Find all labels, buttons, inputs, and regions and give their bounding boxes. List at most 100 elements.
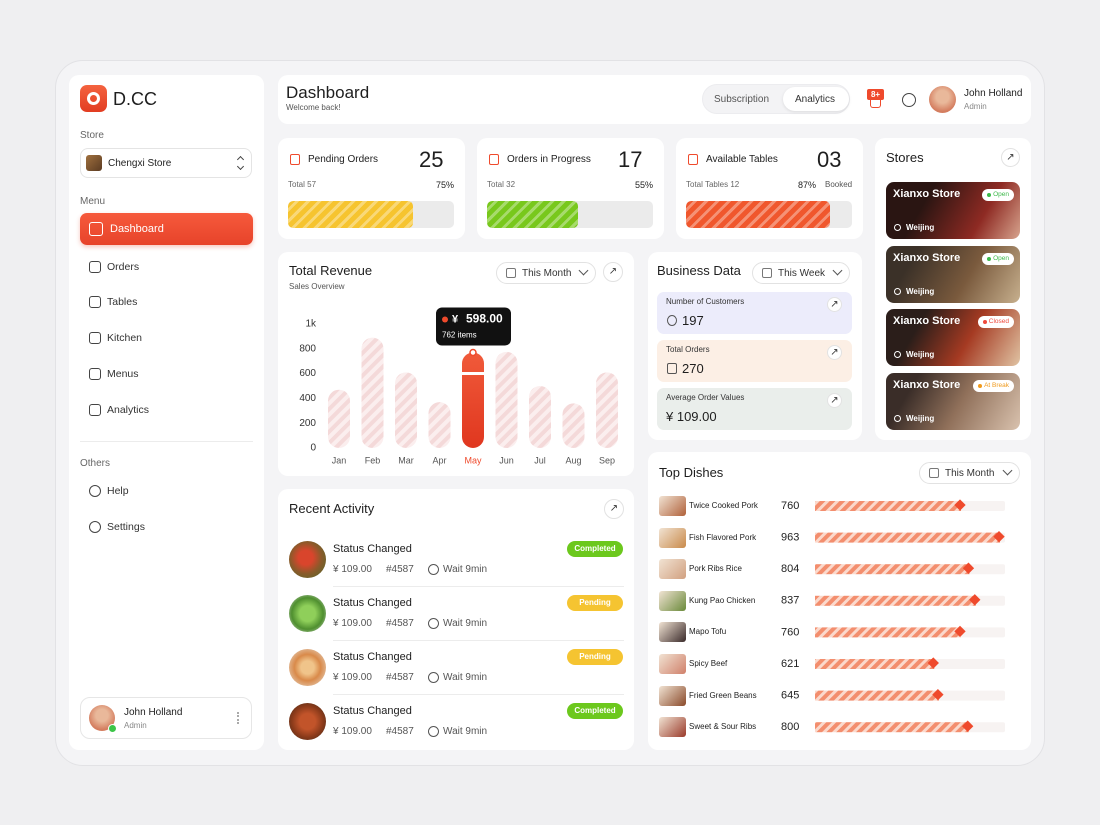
bell-body [870,100,881,108]
store-select[interactable]: Chengxi Store [80,148,252,178]
other-label[interactable]: Settings [107,521,145,533]
menu-label[interactable]: Orders [107,261,140,273]
dish-name: Spicy Beef [689,659,728,668]
menu-icon [89,296,101,308]
dish-thumb [659,685,686,706]
arrow-button[interactable]: ↗ [827,297,842,312]
calendar-icon [762,268,772,278]
period-select[interactable]: This Month [496,262,596,284]
menu-label[interactable]: Analytics [107,404,150,416]
page-title: Dashboard [286,83,370,102]
dish-name: Fried Green Beans [689,690,757,700]
other-label[interactable]: Help [107,485,129,497]
arrow-button[interactable]: ↗ [603,262,623,282]
menu-label[interactable]: Tables [107,296,138,308]
activity-title: Status Changed [333,543,412,555]
tab-active[interactable]: Analytics [783,87,849,111]
tab: Analytics [795,94,836,105]
avatar [929,86,956,113]
menu-label: Dashboard [110,223,164,235]
menu-label[interactable]: Menus [107,368,139,380]
menu-label[interactable]: Kitchen [107,332,143,344]
activity-title: Status Changed [333,651,412,663]
store-tile[interactable]: Xianxo Store Open Weijing [886,245,1020,303]
business-value: 197 [682,313,704,328]
menu-item-active[interactable]: Dashboard [80,213,253,245]
settings-icon[interactable] [902,93,916,107]
status-dot [978,383,983,388]
store-tile[interactable]: Xianxo Store Closed Weijing [886,309,1020,366]
stat-icon [688,154,698,165]
store-thumb [86,155,102,171]
dish-name: Twice Cooked Pork [689,501,758,510]
online-dot [108,724,117,733]
stat-label: Available Tables [706,154,778,165]
divider [333,640,624,641]
dish-name: Pork Ribs Rice [689,564,742,574]
activity-price: ¥ 109.00 [333,564,372,575]
business-label: Number of Customers [666,297,745,306]
business-item: Average Order Values ¥ 109.00 ↗ [657,388,852,430]
select-label: This Week [778,268,826,279]
activity-title: Status Changed [333,705,412,717]
brand: D.CC [113,89,157,109]
clock-icon [428,564,439,575]
store-tile[interactable]: Xianxo Store At Break Weijing [886,372,1020,430]
dish-thumb [659,559,686,580]
activity-price: ¥ 109.00 [333,726,372,737]
arrow-button[interactable]: ↗ [827,345,842,360]
arrow-button[interactable]: ↗ [827,393,842,408]
user-card: John Holland Admin [80,697,252,739]
progress-fill [288,201,413,228]
progress-fill [686,201,831,228]
section-label: Menu [80,196,106,207]
pin-icon [894,224,901,231]
dish-thumb [659,717,686,738]
dish-name: Kung Pao Chicken [689,595,756,605]
dish-thumb [659,654,686,674]
stat-card: Orders in Progress 17 Total 32 55% [477,138,664,239]
pin-icon [894,287,901,295]
card-title: Recent Activity [289,501,375,516]
clock-icon [428,672,439,683]
dish-name: Fish Flavored Pork [689,532,757,542]
arrow-button[interactable]: ↗ [604,499,624,519]
section-label: Others [80,458,111,469]
arrow-button[interactable]: ↗ [1001,148,1020,167]
store-tile[interactable]: Xianxo Store Open Weijing [886,182,1020,239]
chevron [1002,465,1013,476]
business-icon [667,363,677,374]
stat-card: Pending Orders 25 Total 57 75% [278,138,465,239]
stat-total: Total 32 [487,180,516,189]
tabs: Subscription Analytics [702,84,850,114]
dish-thumb [659,622,686,643]
header [278,75,1031,124]
card-title: Stores [886,150,924,165]
business-label: Total Orders [666,345,710,354]
dish-thumb [659,590,686,611]
store-location: Weijing [906,286,935,296]
period-select[interactable]: This Month [919,462,1020,484]
activity-wait: Wait 9min [443,618,488,629]
period-select[interactable]: This Week [752,262,850,284]
card-title: Business Data [657,263,741,278]
status-dot [987,193,992,197]
chevron [832,265,843,276]
pin-icon [894,414,901,422]
progress-track [686,201,852,228]
stat-note: Booked [825,180,853,189]
notification-bell[interactable]: 8+ [867,89,884,109]
tab[interactable]: Subscription [714,94,770,105]
status-pill: Completed [567,703,623,719]
divider [80,441,253,442]
status-pill: Pending [567,595,623,611]
other-icon [89,485,101,497]
chart-title: Total Revenue [289,263,373,278]
activity-wait: Wait 9min [443,672,488,683]
section-label: Store [80,130,104,141]
progress-fill [487,201,579,228]
user-role: Admin [964,102,987,111]
more-dots [237,712,241,724]
store-status: At Break [973,379,1014,392]
